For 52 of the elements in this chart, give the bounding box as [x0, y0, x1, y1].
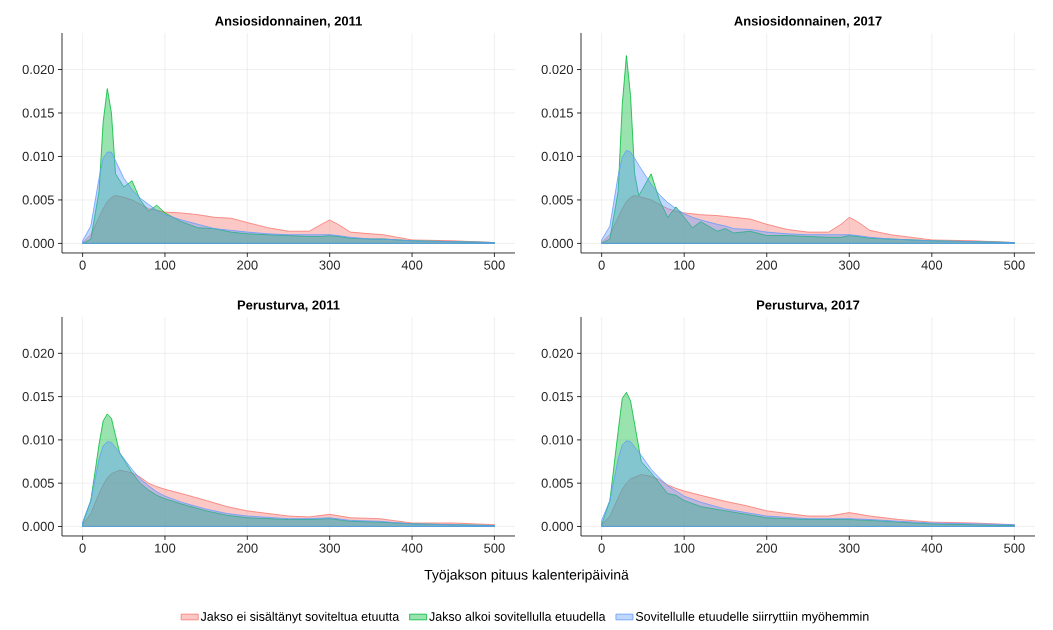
- x-tick-label: 400: [921, 260, 943, 270]
- x-tick-label: 300: [838, 543, 860, 553]
- y-tick-label: 0.000: [22, 238, 54, 248]
- x-tick-label: 0: [79, 543, 86, 553]
- x-tick-label: 400: [921, 543, 943, 553]
- y-tick-label: 0.005: [22, 195, 54, 205]
- x-tick-label: 100: [155, 543, 176, 553]
- x-tick-label: 500: [1004, 543, 1025, 553]
- y-tick-label: 0.015: [22, 392, 54, 402]
- x-tick-label: 500: [484, 260, 505, 270]
- chart-title: Ansiosidonnainen, 2017: [734, 16, 882, 28]
- x-tick-label: 0: [598, 543, 605, 553]
- y-tick-label: 0.015: [541, 108, 573, 118]
- y-tick-label: 0.005: [22, 478, 54, 488]
- x-tick-label: 300: [319, 260, 340, 270]
- y-tick-label: 0.005: [541, 195, 573, 205]
- y-tick-label: 0.020: [541, 348, 573, 358]
- y-tick-label: 0.005: [541, 478, 573, 488]
- y-tick-label: 0.000: [22, 521, 54, 532]
- x-tick-label: 200: [237, 543, 258, 553]
- y-tick-label: 0.015: [22, 108, 54, 118]
- x-tick-label: 100: [674, 543, 695, 553]
- y-tick-label: 0.020: [541, 64, 573, 75]
- legend-label: Jakso ei sisältänyt soviteltua etuutta: [200, 611, 400, 624]
- chart-title: Perusturva, 2017: [757, 300, 860, 312]
- x-tick-label: 300: [838, 260, 860, 270]
- x-tick-label: 500: [484, 543, 505, 553]
- x-tick-label: 100: [674, 260, 695, 270]
- x-tick-label: 300: [319, 543, 340, 553]
- y-tick-label: 0.015: [541, 392, 573, 402]
- y-tick-label: 0.010: [541, 435, 573, 445]
- y-tick-label: 0.010: [22, 435, 54, 445]
- x-tick-label: 200: [756, 260, 778, 270]
- x-tick-label: 0: [598, 260, 605, 270]
- y-tick-label: 0.000: [541, 521, 573, 532]
- y-tick-label: 0.010: [541, 151, 573, 162]
- x-tick-label: 0: [79, 260, 86, 270]
- x-tick-label: 400: [401, 260, 423, 270]
- x-axis-title: Työjakson pituus kalenteripäivinä: [424, 569, 629, 583]
- legend-label: Jakso alkoi sovitellulla etuudella: [429, 611, 606, 621]
- y-tick-label: 0.020: [22, 348, 54, 358]
- x-tick-label: 200: [237, 260, 258, 270]
- legend-label: Sovitellulle etuudelle siirryttiin myöhemmin: [635, 611, 869, 624]
- x-tick-label: 400: [401, 543, 423, 553]
- y-tick-label: 0.000: [541, 238, 573, 248]
- x-tick-label: 500: [1004, 260, 1025, 270]
- chart-title: Perusturva, 2011: [237, 300, 340, 312]
- chart-title: Ansiosidonnainen, 2011: [215, 16, 362, 28]
- x-tick-label: 200: [756, 543, 778, 553]
- y-tick-label: 0.010: [22, 151, 54, 162]
- x-tick-label: 100: [155, 260, 176, 270]
- y-tick-label: 0.020: [22, 64, 54, 75]
